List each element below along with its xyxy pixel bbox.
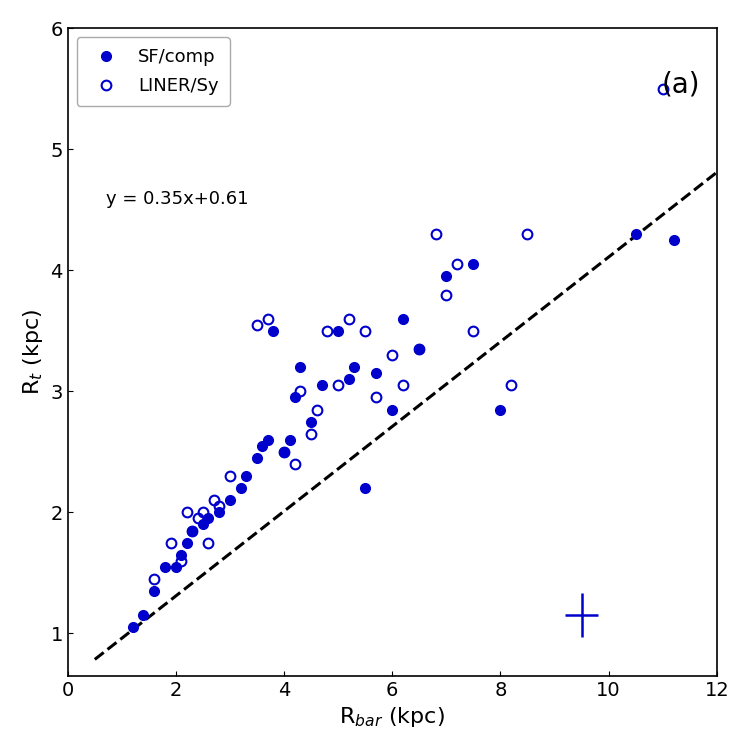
SF/comp — [307, 417, 316, 426]
SF/comp — [182, 538, 191, 548]
LINER/Sy — [469, 326, 478, 335]
SF/comp — [398, 314, 407, 323]
Text: (a): (a) — [662, 70, 700, 99]
SF/comp — [371, 369, 380, 378]
SF/comp — [344, 375, 353, 384]
SF/comp — [280, 448, 289, 457]
LINER/Sy — [280, 448, 289, 457]
SF/comp — [350, 363, 359, 372]
SF/comp — [236, 484, 245, 493]
SF/comp — [204, 514, 213, 523]
LINER/Sy — [182, 508, 191, 517]
SF/comp — [199, 520, 208, 529]
LINER/Sy — [658, 84, 668, 93]
SF/comp — [177, 550, 186, 560]
SF/comp — [253, 454, 262, 463]
SF/comp — [296, 363, 304, 372]
SF/comp — [361, 484, 370, 493]
LINER/Sy — [453, 260, 462, 268]
LINER/Sy — [177, 556, 186, 566]
SF/comp — [226, 496, 235, 505]
SF/comp — [496, 405, 505, 414]
SF/comp — [285, 435, 294, 444]
SF/comp — [214, 508, 223, 517]
LINER/Sy — [361, 326, 370, 335]
LINER/Sy — [253, 320, 262, 329]
SF/comp — [258, 441, 267, 450]
SF/comp — [188, 526, 196, 535]
SF/comp — [415, 344, 424, 353]
LINER/Sy — [296, 387, 304, 396]
SF/comp — [334, 326, 343, 335]
LINER/Sy — [344, 314, 353, 323]
SF/comp — [128, 622, 137, 632]
LINER/Sy — [150, 574, 159, 584]
SF/comp — [632, 230, 640, 238]
SF/comp — [242, 472, 250, 481]
LINER/Sy — [193, 514, 202, 523]
SF/comp — [263, 435, 272, 444]
SF/comp — [388, 405, 397, 414]
LINER/Sy — [415, 344, 424, 353]
LINER/Sy — [199, 508, 208, 517]
Line: SF/comp: SF/comp — [128, 230, 679, 632]
LINER/Sy — [204, 538, 213, 548]
Text: y = 0.35x+0.61: y = 0.35x+0.61 — [106, 190, 248, 208]
LINER/Sy — [334, 381, 343, 390]
LINER/Sy — [371, 393, 380, 402]
LINER/Sy — [388, 350, 397, 359]
LINER/Sy — [307, 429, 316, 438]
LINER/Sy — [209, 496, 218, 505]
LINER/Sy — [166, 538, 175, 548]
Legend: SF/comp, LINER/Sy: SF/comp, LINER/Sy — [76, 38, 230, 106]
LINER/Sy — [507, 381, 516, 390]
SF/comp — [160, 562, 170, 572]
SF/comp — [172, 562, 181, 572]
SF/comp — [150, 586, 159, 596]
LINER/Sy — [290, 460, 299, 469]
SF/comp — [469, 260, 478, 268]
LINER/Sy — [398, 381, 407, 390]
X-axis label: R$_{bar}$ (kpc): R$_{bar}$ (kpc) — [339, 705, 446, 729]
SF/comp — [317, 381, 326, 390]
LINER/Sy — [188, 526, 196, 535]
SF/comp — [442, 272, 451, 281]
LINER/Sy — [214, 502, 223, 511]
LINER/Sy — [523, 230, 532, 238]
LINER/Sy — [263, 314, 272, 323]
LINER/Sy — [322, 326, 332, 335]
LINER/Sy — [442, 290, 451, 299]
SF/comp — [139, 610, 148, 620]
SF/comp — [669, 236, 678, 244]
SF/comp — [290, 393, 299, 402]
Y-axis label: R$_{t}$ (kpc): R$_{t}$ (kpc) — [21, 309, 45, 395]
LINER/Sy — [312, 405, 321, 414]
LINER/Sy — [226, 472, 235, 481]
SF/comp — [268, 326, 278, 335]
Line: LINER/Sy: LINER/Sy — [149, 84, 668, 584]
LINER/Sy — [431, 230, 440, 238]
